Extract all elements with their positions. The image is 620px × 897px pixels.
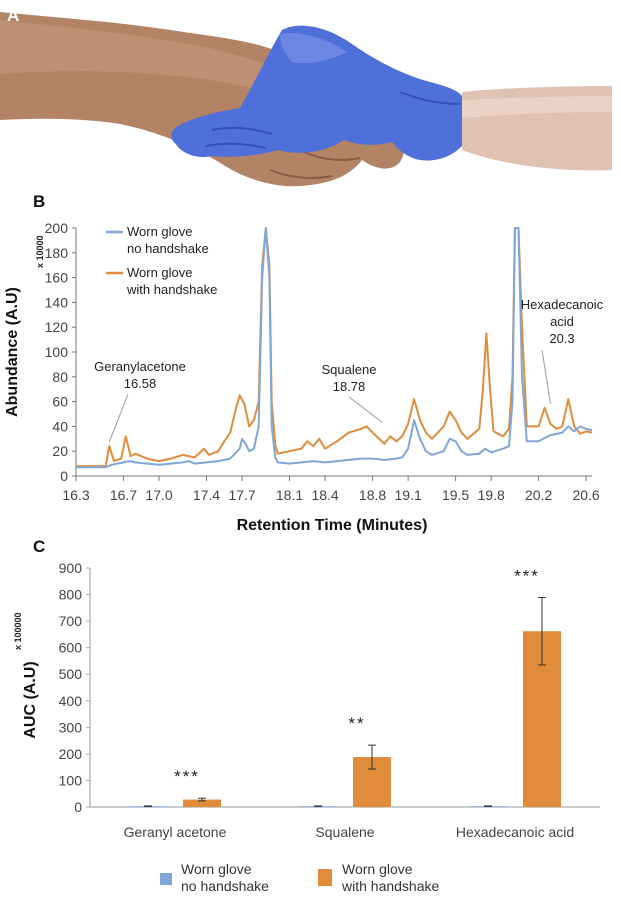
y-tick-label-b: 180 — [45, 245, 69, 261]
series-line-no-handshake — [76, 227, 593, 469]
legend-b: Worn glove no handshake Worn glove with … — [106, 224, 217, 297]
x-tick-label-b: 17.7 — [228, 487, 255, 503]
y-tick-label-c: 500 — [59, 666, 83, 682]
x-tick-label-b: 19.8 — [478, 487, 505, 503]
annotation-leader-line — [108, 393, 129, 443]
handshake-photo-icon — [0, 12, 612, 187]
y-tick-label-b: 120 — [45, 319, 69, 335]
x-tick-label-b: 20.6 — [572, 487, 599, 503]
legend-label-with-handshake-2: with handshake — [126, 282, 217, 297]
auc-bar-plot: 0 100 200 300 400 500 600 700 800 900 *** Geranyl a… — [59, 560, 600, 840]
legend-c-label-no-handshake-2: no handshake — [181, 878, 269, 894]
category-label: Geranyl acetone — [124, 824, 227, 840]
y-tick-label-b: 40 — [52, 418, 68, 434]
y-tick-label-c: 700 — [59, 613, 83, 629]
auc-panel: C 0 100 200 300 400 500 600 700 800 900 *** Geranyl… — [13, 537, 600, 894]
y-tick-label-b: 0 — [60, 468, 68, 484]
y-tick-label-c: 400 — [59, 693, 83, 709]
panel-letter-c: C — [33, 537, 45, 556]
annotation-geranylacetone-value: 16.58 — [124, 376, 157, 391]
annotation-geranylacetone-name: Geranylacetone — [94, 359, 186, 374]
category-label: Squalene — [315, 824, 374, 840]
annotation-hexadecanoic-name-1: Hexadecanoic — [521, 297, 604, 312]
legend-c-label-with-handshake-1: Worn glove — [342, 861, 413, 877]
annotation-squalene-value: 18.78 — [333, 379, 366, 394]
legend-c-label-with-handshake-2: with handshake — [341, 878, 440, 894]
annotation-squalene-name: Squalene — [322, 362, 377, 377]
y-tick-label-c: 600 — [59, 640, 83, 656]
legend-c: Worn glove no handshake Worn glove with … — [160, 861, 440, 894]
x-tick-label-b: 17.0 — [145, 487, 172, 503]
annotation-geranylacetone: Geranylacetone 16.58 — [94, 359, 186, 391]
y-tick-label-c: 800 — [59, 587, 83, 603]
y-multiplier-b: x 10000 — [35, 235, 45, 268]
bar-with-handshake — [183, 799, 221, 807]
y-tick-label-b: 160 — [45, 270, 69, 286]
y-multiplier-c: x 100000 — [13, 612, 23, 650]
x-tick-label-b: 18.1 — [276, 487, 303, 503]
y-tick-label-b: 20 — [52, 443, 68, 459]
annotation-squalene: Squalene 18.78 — [322, 362, 377, 394]
panel-letter-b: B — [33, 192, 45, 211]
x-tick-label-b: 18.8 — [359, 487, 386, 503]
chromatogram-plot: 0 20 40 60 80 100 120 140 160 180 200 16.3 16.7 17.0 1… — [45, 220, 600, 503]
annotation-leader-line — [541, 349, 551, 404]
y-axis-title-c: AUC (A.U) — [22, 661, 39, 738]
legend-c-swatch-no-handshake — [160, 873, 172, 885]
x-tick-label-b: 20.2 — [525, 487, 552, 503]
legend-label-with-handshake-1: Worn glove — [127, 265, 193, 280]
annotation-hexadecanoic: Hexadecanoic acid 20.3 — [521, 297, 604, 346]
y-tick-label-b: 100 — [45, 344, 69, 360]
annotation-hexadecanoic-value: 20.3 — [549, 331, 574, 346]
y-tick-label-c: 100 — [59, 772, 83, 788]
x-tick-label-b: 18.4 — [311, 487, 338, 503]
y-tick-label-c: 300 — [59, 719, 83, 735]
y-tick-label-c: 900 — [59, 560, 83, 576]
x-tick-label-b: 19.5 — [442, 487, 469, 503]
significance-label: *** — [514, 566, 540, 585]
x-tick-label-b: 19.1 — [395, 487, 422, 503]
category-label: Hexadecanoic acid — [456, 824, 574, 840]
y-axis-title-b: Abundance (A.U) — [4, 287, 21, 417]
legend-label-no-handshake-1: Worn glove — [127, 224, 193, 239]
panel-letter-a: A — [7, 6, 19, 25]
y-tick-label-b: 140 — [45, 294, 69, 310]
y-tick-label-c: 0 — [74, 799, 82, 815]
legend-c-swatch-with-handshake — [318, 869, 332, 886]
x-tick-label-b: 16.7 — [110, 487, 137, 503]
x-tick-label-b: 16.3 — [62, 487, 89, 503]
y-tick-label-b: 80 — [52, 369, 68, 385]
y-tick-label-b: 200 — [45, 220, 69, 236]
x-axis-title-b: Retention Time (Minutes) — [237, 517, 428, 534]
legend-c-label-no-handshake-1: Worn glove — [181, 861, 252, 877]
annotation-leader-line — [348, 396, 383, 423]
photo-panel: A — [0, 6, 612, 187]
y-tick-label-b: 60 — [52, 394, 68, 410]
y-tick-label-c: 200 — [59, 746, 83, 762]
annotation-hexadecanoic-name-2: acid — [550, 314, 574, 329]
significance-label: ** — [348, 714, 365, 733]
x-tick-label-b: 17.4 — [193, 487, 220, 503]
significance-label: *** — [174, 767, 200, 786]
chromatogram-panel: B 0 20 40 60 80 100 120 140 160 180 200 16.3 16.7 17.… — [4, 192, 604, 534]
legend-label-no-handshake-2: no handshake — [127, 241, 209, 256]
